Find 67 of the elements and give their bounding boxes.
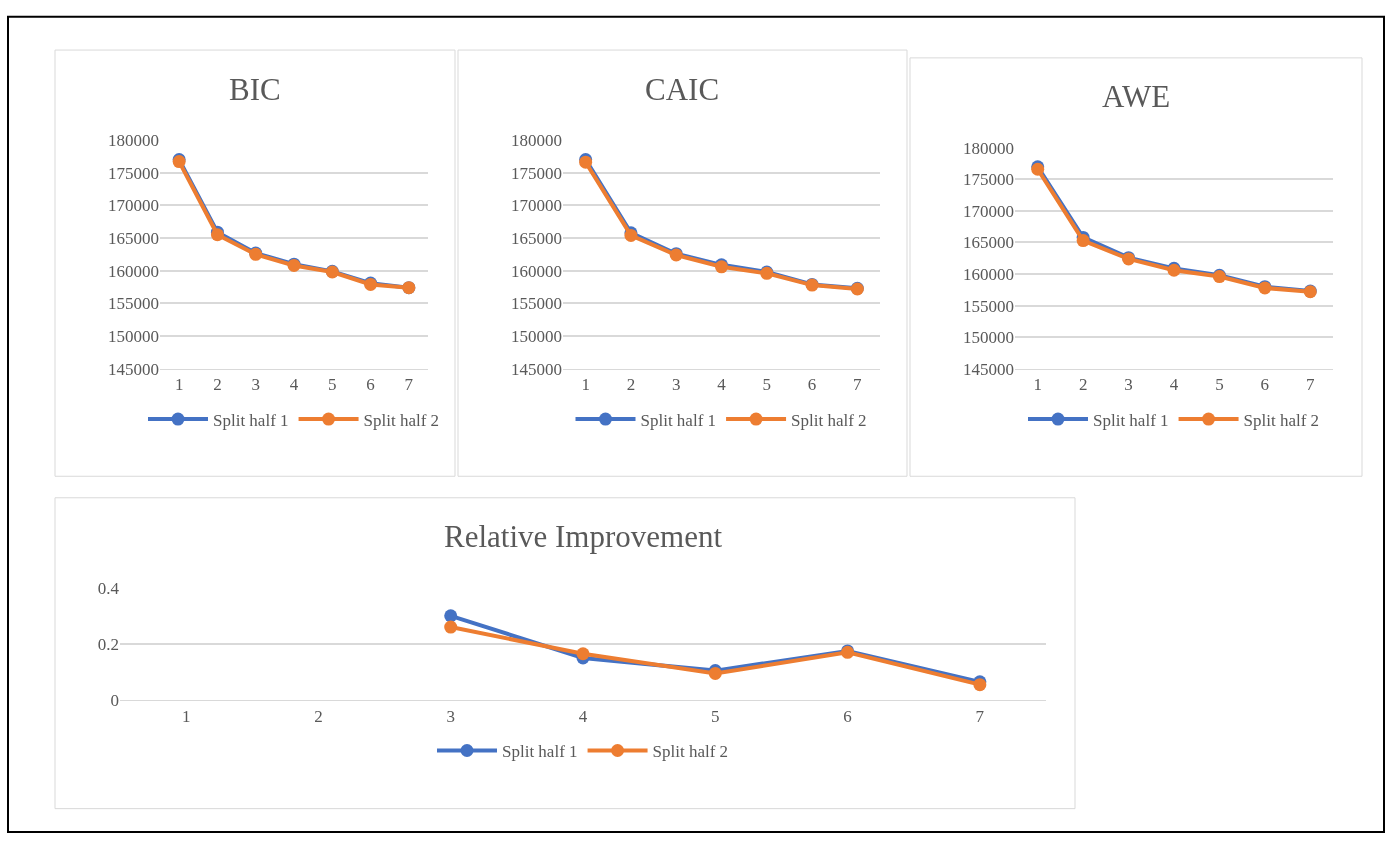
y-tick-label: 145000 xyxy=(108,359,159,379)
legend-label: Split half 2 xyxy=(1243,410,1320,430)
x-tick-label: 6 xyxy=(366,375,375,395)
legend-label: Split half 1 xyxy=(1093,410,1169,430)
y-tick-label: 180000 xyxy=(511,130,562,150)
chart-title: Relative Improvement xyxy=(444,519,723,554)
x-tick-label: 2 xyxy=(213,375,222,395)
x-tick-label: 4 xyxy=(289,375,299,395)
x-tick-label: 7 xyxy=(975,706,985,726)
legend-label: Split half 1 xyxy=(213,410,289,430)
legend-label: Split half 1 xyxy=(640,410,717,430)
y-tick-label: 0.4 xyxy=(97,578,120,598)
chart-title: AWE xyxy=(1102,79,1171,114)
x-tick-label: 4 xyxy=(1169,375,1179,395)
chart-title: CAIC xyxy=(645,72,720,107)
x-tick-label: 1 xyxy=(1033,375,1042,395)
x-tick-label: 2 xyxy=(626,375,636,395)
y-tick-label: 160000 xyxy=(511,261,562,281)
y-tick-label: 175000 xyxy=(963,170,1014,190)
x-tick-label: 5 xyxy=(1215,375,1224,395)
y-tick-label: 145000 xyxy=(963,359,1014,379)
legend-label: Split half 2 xyxy=(652,742,729,762)
y-tick-label: 150000 xyxy=(108,327,159,347)
chart-title: BIC xyxy=(229,72,281,107)
y-tick-label: 0 xyxy=(110,691,119,711)
y-tick-label: 155000 xyxy=(511,294,562,314)
y-tick-label: 170000 xyxy=(511,196,562,216)
x-tick-label: 1 xyxy=(181,706,191,726)
x-tick-label: 4 xyxy=(578,706,588,726)
y-tick-label: 170000 xyxy=(963,201,1014,221)
y-tick-label: 175000 xyxy=(511,163,562,183)
x-tick-label: 5 xyxy=(762,375,772,395)
x-tick-label: 7 xyxy=(853,375,863,395)
x-tick-label: 2 xyxy=(1078,375,1088,395)
x-tick-label: 5 xyxy=(711,706,720,726)
y-tick-label: 155000 xyxy=(108,294,159,314)
legend-label: Split half 2 xyxy=(791,410,867,430)
y-tick-label: 145000 xyxy=(511,359,562,379)
y-tick-label: 170000 xyxy=(108,196,159,216)
x-tick-label: 6 xyxy=(843,706,852,726)
y-tick-label: 150000 xyxy=(963,328,1014,348)
y-tick-label: 175000 xyxy=(108,163,159,183)
y-tick-label: 165000 xyxy=(108,228,159,248)
y-tick-label: 180000 xyxy=(108,130,159,150)
x-tick-label: 1 xyxy=(174,375,184,395)
x-tick-label: 3 xyxy=(446,706,455,726)
y-tick-label: 150000 xyxy=(511,327,562,347)
y-tick-label: 165000 xyxy=(963,233,1014,253)
y-tick-label: 165000 xyxy=(511,228,562,248)
x-tick-label: 6 xyxy=(1260,375,1270,395)
legend-label: Split half 1 xyxy=(502,742,578,762)
x-tick-label: 7 xyxy=(404,375,414,395)
x-tick-label: 1 xyxy=(581,375,590,395)
x-tick-label: 4 xyxy=(717,375,727,395)
x-tick-label: 2 xyxy=(314,706,323,726)
x-tick-label: 7 xyxy=(1306,375,1316,395)
x-tick-label: 3 xyxy=(251,375,260,395)
y-tick-label: 180000 xyxy=(963,138,1014,158)
y-tick-label: 0.2 xyxy=(97,634,119,654)
y-tick-label: 160000 xyxy=(108,261,159,281)
x-tick-label: 5 xyxy=(328,375,337,395)
y-tick-label: 155000 xyxy=(963,296,1014,316)
x-tick-label: 3 xyxy=(1124,375,1133,395)
legend-label: Split half 2 xyxy=(363,410,440,430)
x-tick-label: 3 xyxy=(671,375,681,395)
y-tick-label: 160000 xyxy=(963,265,1014,284)
x-tick-label: 6 xyxy=(807,375,817,395)
